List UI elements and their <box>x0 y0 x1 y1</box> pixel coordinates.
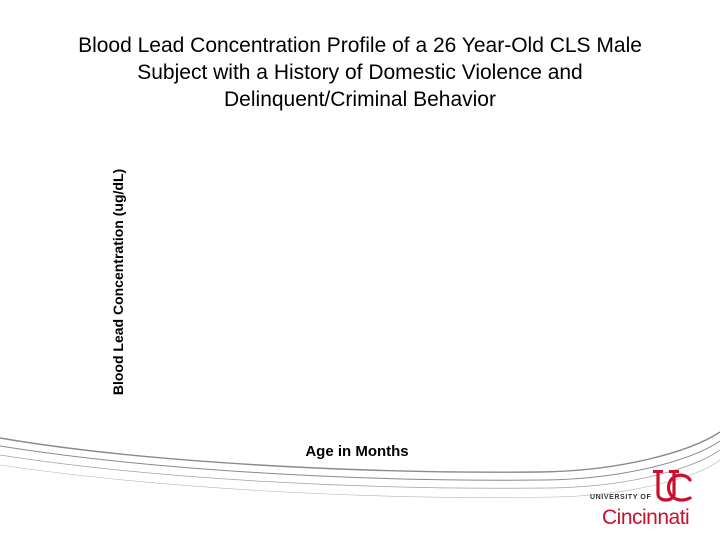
chart-title: Blood Lead Concentration Profile of a 26… <box>40 32 680 113</box>
x-axis-label: Age in Months <box>305 443 409 460</box>
svg-text:UNIVERSITY OF: UNIVERSITY OF <box>590 494 651 501</box>
uc-monogram-logo-icon: UNIVERSITY OF Cincinnati <box>590 470 692 529</box>
chart-title-line: Delinquent/Criminal Behavior <box>224 88 496 111</box>
chart-title-line: Subject with a History of Domestic Viole… <box>137 61 583 84</box>
university-logo: UNIVERSITY OF Cincinnati <box>586 464 704 530</box>
svg-text:Cincinnati: Cincinnati <box>602 506 689 529</box>
chart-title-line: Blood Lead Concentration Profile of a 26… <box>78 34 642 57</box>
y-axis-label: Blood Lead Concentration (ug/dL) <box>110 168 126 396</box>
